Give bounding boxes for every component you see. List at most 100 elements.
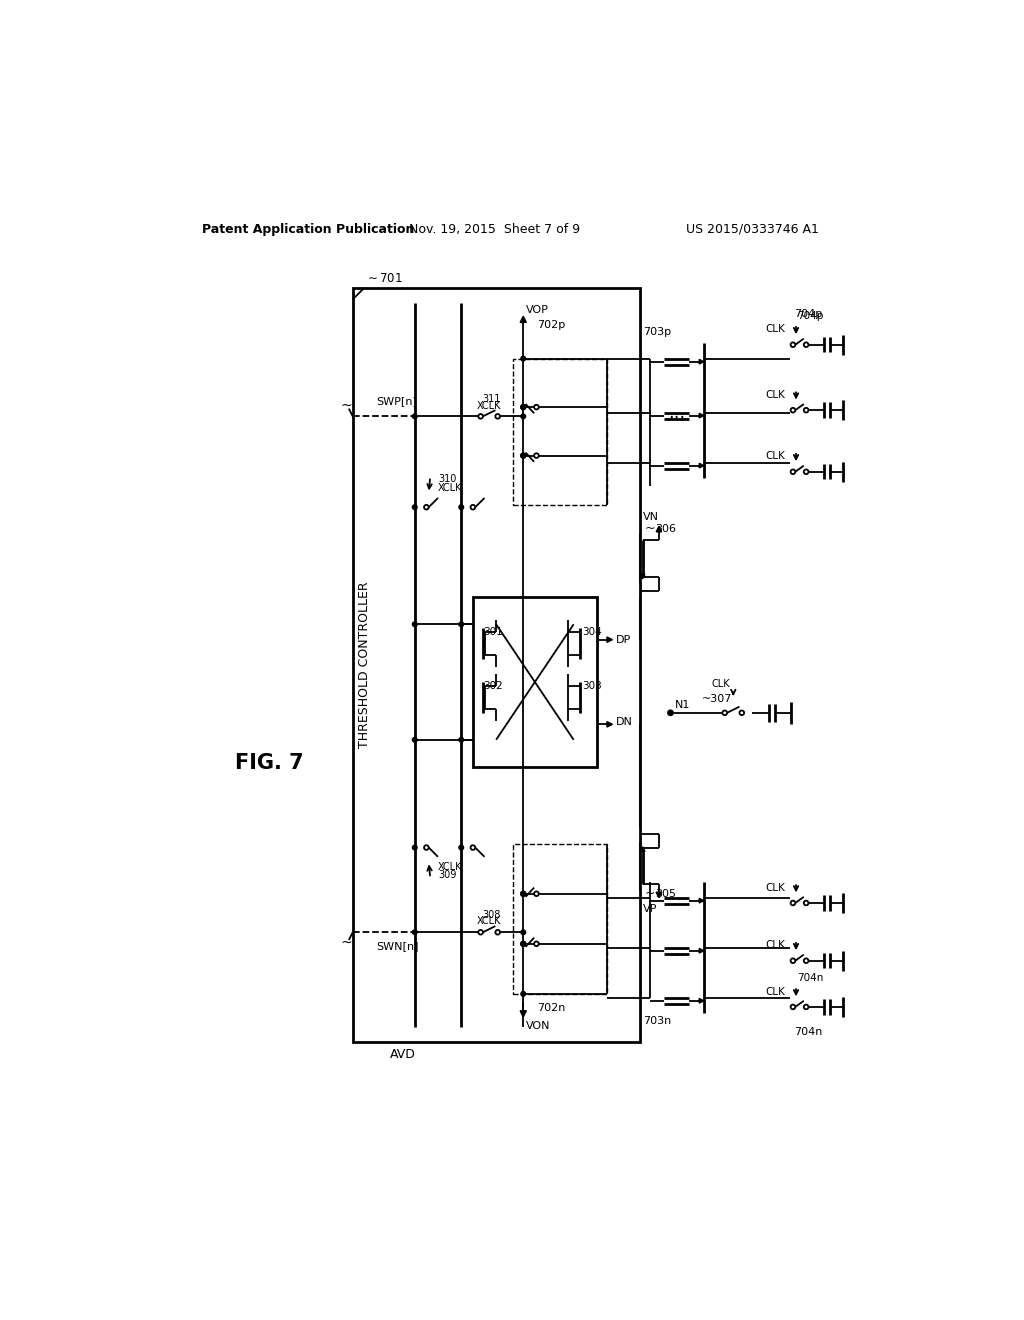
Circle shape	[459, 506, 464, 510]
Circle shape	[791, 900, 796, 906]
Text: ~: ~	[341, 936, 352, 950]
Bar	[473, 597, 597, 767]
Text: XCLK: XCLK	[438, 862, 463, 871]
Circle shape	[804, 408, 809, 412]
Text: SWN[n]: SWN[n]	[376, 941, 419, 952]
Text: 704n: 704n	[797, 973, 823, 983]
Circle shape	[739, 710, 744, 715]
Circle shape	[791, 958, 796, 964]
Text: 303: 303	[583, 681, 602, 690]
Circle shape	[424, 506, 429, 510]
Circle shape	[521, 405, 525, 409]
Text: ~: ~	[644, 887, 654, 900]
Text: CLK: CLK	[765, 389, 785, 400]
Text: THRESHOLD CONTROLLER: THRESHOLD CONTROLLER	[357, 582, 371, 748]
Polygon shape	[607, 638, 612, 643]
Circle shape	[521, 941, 525, 946]
Circle shape	[478, 929, 483, 935]
Circle shape	[791, 470, 796, 474]
Text: DN: DN	[616, 717, 633, 727]
Text: 704n: 704n	[795, 1027, 822, 1038]
Text: 305: 305	[655, 888, 676, 899]
Circle shape	[413, 929, 417, 935]
Circle shape	[521, 991, 525, 997]
Circle shape	[459, 845, 464, 850]
Text: 703p: 703p	[643, 326, 672, 337]
Polygon shape	[699, 463, 703, 469]
Text: VP: VP	[643, 904, 657, 915]
Polygon shape	[699, 413, 703, 418]
Circle shape	[521, 891, 525, 896]
Text: 702n: 702n	[538, 1003, 565, 1012]
Text: CLK: CLK	[765, 325, 785, 334]
Polygon shape	[640, 847, 645, 851]
Circle shape	[668, 710, 673, 715]
Circle shape	[413, 414, 417, 418]
Circle shape	[804, 900, 809, 906]
Circle shape	[478, 414, 483, 418]
Circle shape	[791, 342, 796, 347]
Text: VOP: VOP	[525, 305, 549, 315]
Circle shape	[521, 929, 525, 935]
Bar	[513, 843, 607, 994]
Text: 308: 308	[482, 909, 501, 920]
Text: ~: ~	[644, 523, 654, 536]
Circle shape	[413, 845, 417, 850]
Text: CLK: CLK	[765, 883, 785, 892]
Text: 704p: 704p	[797, 312, 823, 321]
Text: XCLK: XCLK	[477, 400, 502, 411]
Bar	[513, 359, 607, 506]
Text: VN: VN	[643, 512, 659, 523]
Circle shape	[535, 405, 539, 409]
Circle shape	[413, 506, 417, 510]
Circle shape	[521, 941, 525, 946]
Polygon shape	[656, 527, 662, 532]
Circle shape	[804, 1005, 809, 1010]
Text: 302: 302	[483, 681, 503, 690]
Circle shape	[471, 506, 475, 510]
Text: 309: 309	[438, 870, 457, 880]
Polygon shape	[699, 998, 703, 1003]
Polygon shape	[640, 574, 645, 579]
Text: Patent Application Publication: Patent Application Publication	[202, 223, 414, 236]
Text: CLK: CLK	[765, 451, 785, 462]
Text: AVD: AVD	[390, 1048, 416, 1061]
Bar	[352, 288, 640, 1043]
Text: 310: 310	[438, 474, 457, 484]
Text: 704p: 704p	[795, 309, 822, 319]
Polygon shape	[607, 722, 612, 727]
Text: XCLK: XCLK	[438, 483, 463, 492]
Polygon shape	[699, 359, 703, 364]
Text: ~: ~	[341, 399, 352, 413]
Circle shape	[791, 1005, 796, 1010]
Circle shape	[521, 414, 525, 418]
Text: 306: 306	[655, 524, 676, 533]
Circle shape	[471, 845, 475, 850]
Circle shape	[804, 470, 809, 474]
Circle shape	[535, 453, 539, 458]
Circle shape	[424, 845, 429, 850]
Text: 702p: 702p	[538, 321, 565, 330]
Polygon shape	[656, 892, 662, 898]
Circle shape	[521, 453, 525, 458]
Text: 301: 301	[483, 627, 503, 638]
Circle shape	[804, 958, 809, 964]
Text: ...: ...	[668, 941, 685, 960]
Text: 311: 311	[482, 393, 501, 404]
Polygon shape	[520, 317, 526, 322]
Circle shape	[722, 710, 727, 715]
Circle shape	[804, 342, 809, 347]
Circle shape	[496, 929, 500, 935]
Circle shape	[535, 941, 539, 946]
Text: $\sim$701: $\sim$701	[366, 272, 402, 285]
Text: XCLK: XCLK	[477, 916, 502, 927]
Text: DP: DP	[616, 635, 632, 644]
Polygon shape	[699, 949, 703, 953]
Circle shape	[521, 891, 525, 896]
Circle shape	[459, 622, 464, 627]
Circle shape	[521, 356, 525, 360]
Text: SWP[n]: SWP[n]	[376, 396, 417, 407]
Text: 703n: 703n	[643, 1016, 672, 1026]
Text: VON: VON	[525, 1022, 550, 1031]
Text: CLK: CLK	[765, 986, 785, 997]
